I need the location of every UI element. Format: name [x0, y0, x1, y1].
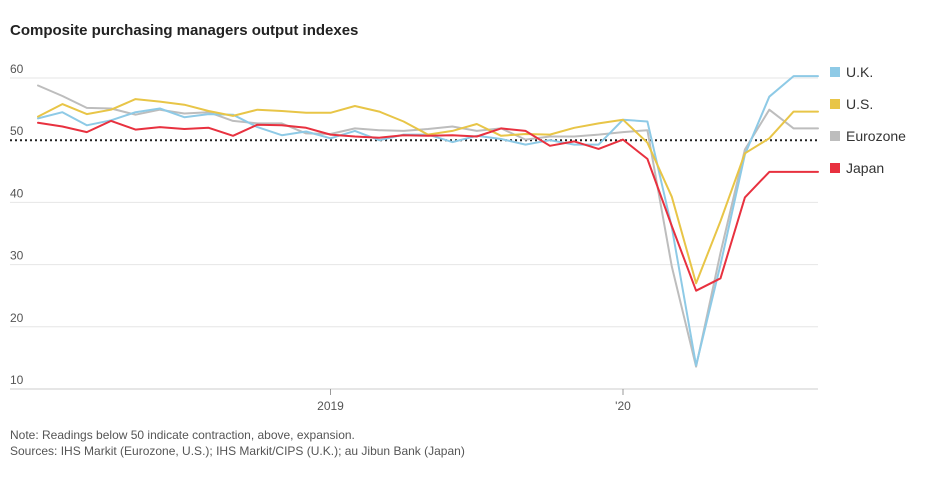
legend-label-us: U.S. — [846, 96, 874, 112]
chart-legend: U.K. U.S. Eurozone Japan — [830, 63, 906, 191]
x-tick-label: '20 — [615, 399, 631, 413]
series-line-japan — [37, 119, 819, 292]
chart-footer: Note: Readings below 50 indicate contrac… — [10, 427, 465, 459]
legend-item-eurozone: Eurozone — [830, 127, 906, 145]
y-tick-label: 20 — [10, 311, 24, 325]
y-tick-label: 10 — [10, 373, 24, 387]
legend-label-uk: U.K. — [846, 64, 874, 80]
y-tick-label: 30 — [10, 249, 24, 263]
y-tick-label: 40 — [10, 186, 24, 200]
legend-label-japan: Japan — [846, 160, 885, 176]
legend-label-eurozone: Eurozone — [846, 128, 906, 144]
y-tick-label: 60 — [10, 62, 24, 76]
axis-layer: 10 20 30 40 50 60 2019 '20 — [10, 62, 631, 413]
footer-sources: Sources: IHS Markit (Eurozone, U.S.); IH… — [10, 444, 465, 458]
legend-swatch-japan — [830, 163, 840, 173]
legend-item-japan: Japan — [830, 159, 906, 177]
y-tick-label: 50 — [10, 124, 24, 138]
legend-swatch-uk — [830, 67, 840, 77]
legend-swatch-eurozone — [830, 131, 840, 141]
legend-swatch-us — [830, 99, 840, 109]
series-line-us — [37, 98, 819, 285]
footer-note: Note: Readings below 50 indicate contrac… — [10, 428, 355, 442]
legend-item-us: U.S. — [830, 95, 906, 113]
chart-title: Composite purchasing managers output ind… — [10, 22, 359, 39]
series-line-uk — [37, 75, 819, 367]
grid-layer — [10, 77, 818, 390]
x-tick-label: 2019 — [317, 399, 344, 413]
legend-item-uk: U.K. — [830, 63, 906, 81]
series-layer — [37, 75, 819, 368]
